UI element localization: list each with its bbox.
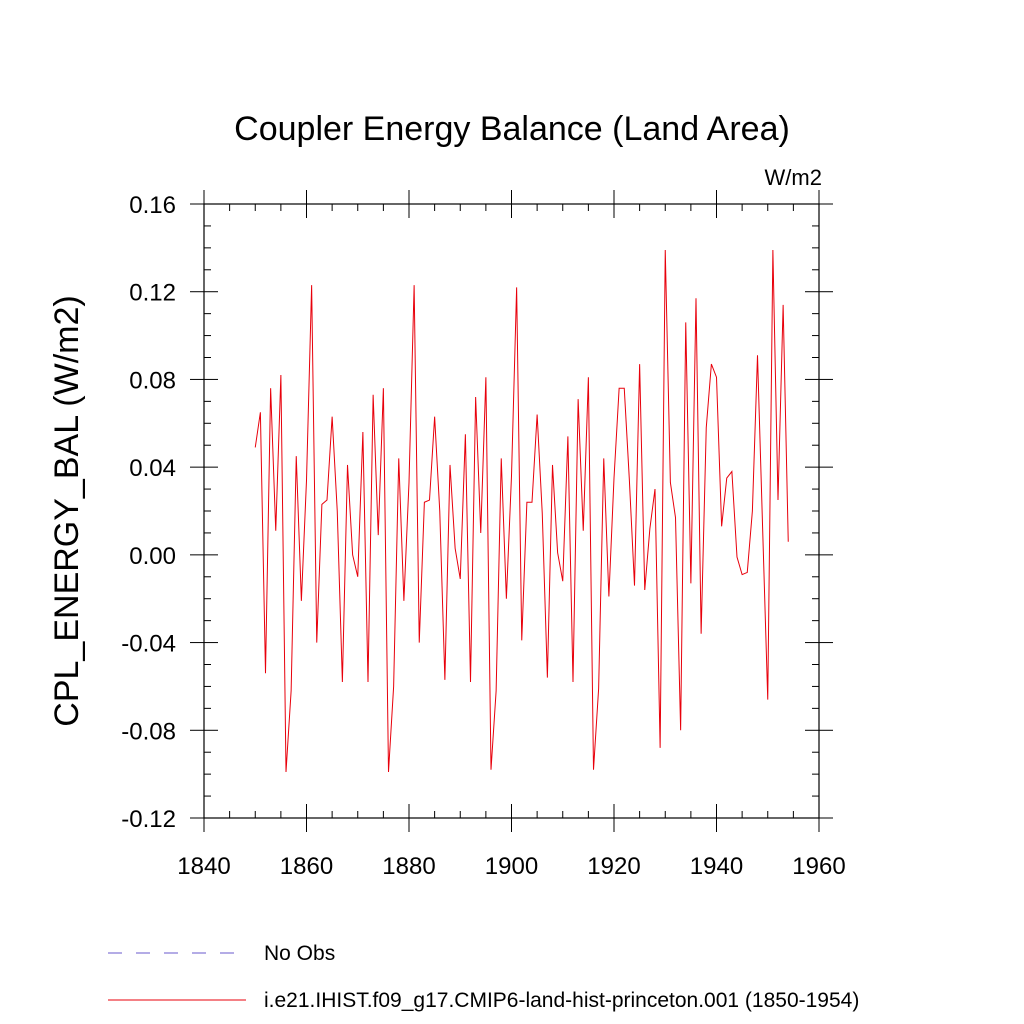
x-tick-label: 1960 — [792, 853, 845, 880]
legend-label: No Obs — [264, 942, 335, 965]
plot-frame — [203, 203, 820, 819]
y-tick-label: 0.08 — [129, 367, 176, 394]
y-tick-label: 0.16 — [129, 192, 176, 219]
x-tick-label: 1880 — [382, 853, 435, 880]
y-tick-label: 0.00 — [129, 543, 176, 570]
y-tick-label: -0.08 — [121, 718, 176, 745]
x-tick-label: 1900 — [485, 853, 538, 880]
y-tick-label: 0.04 — [129, 455, 176, 482]
x-tick-label: 1920 — [587, 853, 640, 880]
y-axis-label: CPL_ENERGY_BAL (W/m2) — [48, 295, 86, 726]
units-label: W/m2 — [765, 165, 822, 190]
ticks-layer: 1840 1860 1880 1900 1920 1940 1960 0.16 0.12 0.08… — [121, 190, 846, 880]
x-tick-label: 1840 — [177, 853, 230, 880]
y-tick-label: -0.12 — [121, 806, 176, 833]
legend: No Obs i.e21.IHIST.f09_g17.CMIP6-land-his… — [108, 942, 859, 1012]
y-tick-label: 0.12 — [129, 280, 176, 307]
legend-label: i.e21.IHIST.f09_g17.CMIP6-land-hist-prin… — [264, 989, 859, 1012]
x-tick-label: 1860 — [280, 853, 333, 880]
series-line — [254, 250, 789, 772]
series-layer — [254, 250, 789, 772]
y-tick-label: -0.04 — [121, 631, 176, 658]
x-tick-label: 1940 — [690, 853, 743, 880]
chart-title: Coupler Energy Balance (Land Area) — [234, 110, 790, 148]
